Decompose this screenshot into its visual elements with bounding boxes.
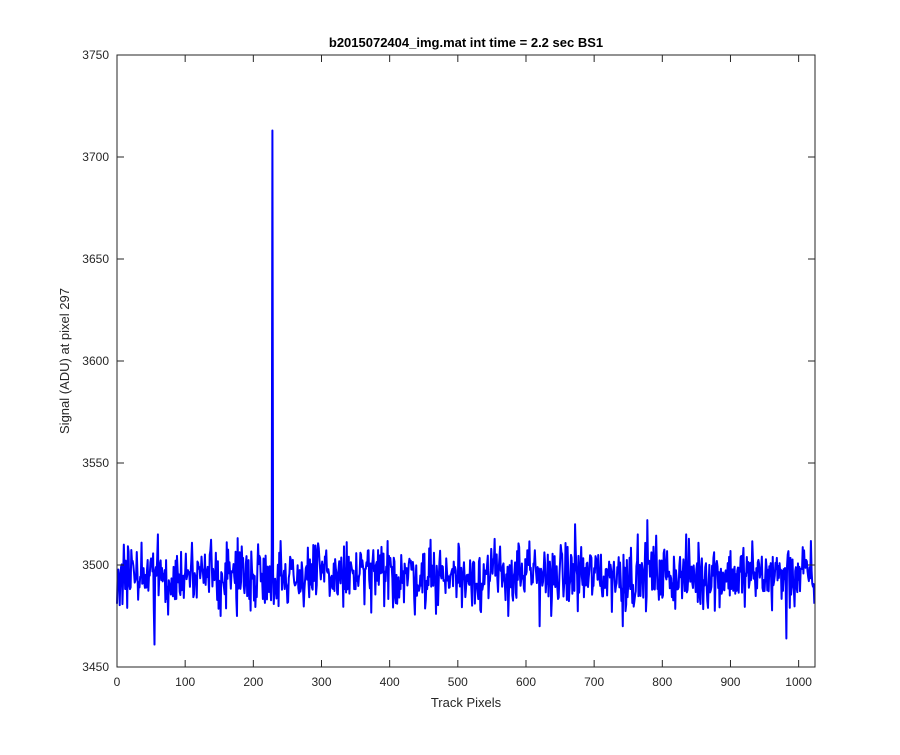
- y-tick-label: 3600: [82, 354, 109, 368]
- x-tick-label: 100: [175, 675, 195, 689]
- x-tick-label: 700: [584, 675, 604, 689]
- x-tick-label: 200: [243, 675, 263, 689]
- x-tick-label: 1000: [785, 675, 812, 689]
- y-tick-label: 3550: [82, 456, 109, 470]
- y-tick-label: 3450: [82, 660, 109, 674]
- y-tick-label: 3700: [82, 150, 109, 164]
- y-axis-label: Signal (ADU) at pixel 297: [57, 288, 72, 434]
- x-tick-label: 500: [448, 675, 468, 689]
- x-tick-label: 900: [720, 675, 740, 689]
- x-tick-label: 800: [652, 675, 672, 689]
- chart-title: b2015072404_img.mat int time = 2.2 sec B…: [329, 35, 603, 50]
- x-axis-ticks: 0 100 200 300 400 500 600 700 800 900 1000: [114, 55, 812, 689]
- series-line: [116, 129, 816, 646]
- x-tick-label: 600: [516, 675, 536, 689]
- x-axis-label: Track Pixels: [431, 695, 502, 710]
- x-tick-label: 0: [114, 675, 121, 689]
- y-tick-label: 3500: [82, 558, 109, 572]
- y-tick-label: 3750: [82, 48, 109, 62]
- y-tick-label: 3650: [82, 252, 109, 266]
- x-tick-label: 300: [311, 675, 331, 689]
- x-tick-label: 400: [380, 675, 400, 689]
- series-layer: [116, 129, 816, 646]
- y-axis-ticks: 3450 3500 3550 3600 3650 3700 3750: [82, 48, 815, 674]
